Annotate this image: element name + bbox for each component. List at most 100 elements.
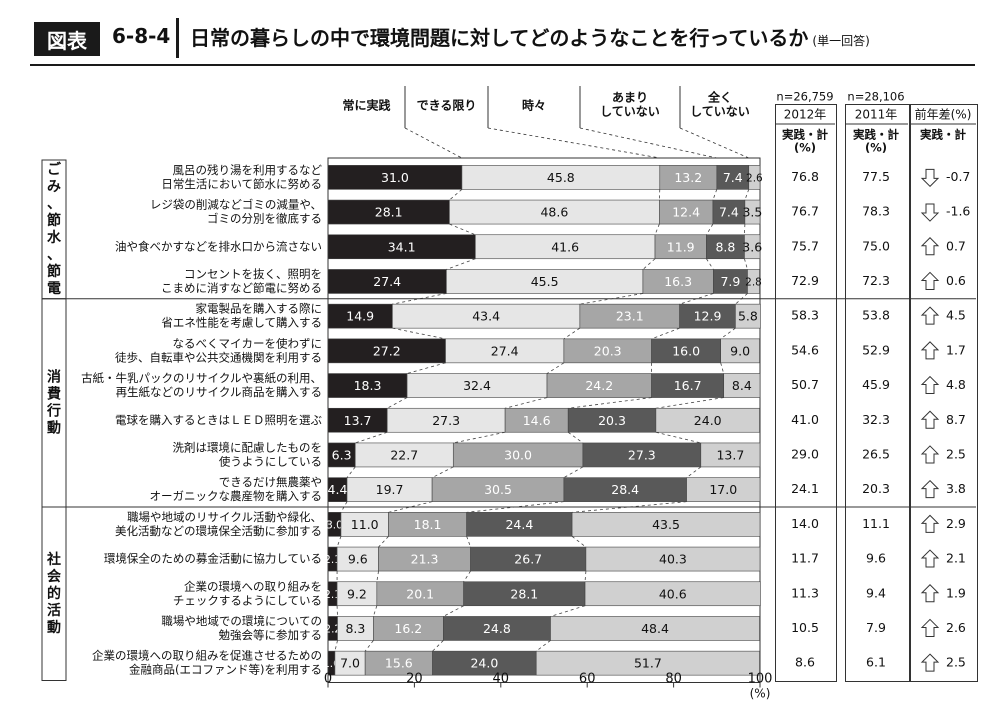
- group-label-char: 社: [46, 551, 61, 568]
- practice-2011-value: 9.6: [866, 551, 886, 566]
- bar-value-label: 17.0: [709, 482, 737, 497]
- category-label: 勉強会等に参加する: [219, 628, 323, 642]
- bar-value-label: 27.4: [491, 343, 519, 358]
- bar-value-label: 40.6: [659, 586, 687, 601]
- bar-segment: [744, 234, 761, 260]
- x-tick-label: 20: [406, 672, 423, 687]
- bar-value-label: 30.5: [484, 482, 512, 497]
- bar-connector-line: [567, 431, 584, 444]
- bar-connector-line: [572, 501, 687, 513]
- bar-value-label: 19.7: [376, 482, 404, 497]
- arrow-up-icon: [920, 237, 940, 256]
- figure-badge: 図表: [34, 22, 100, 56]
- bar-connector-line: [463, 570, 471, 582]
- bar-segment: [747, 269, 760, 294]
- arrow-up-icon: [920, 271, 940, 290]
- bar-value-label: 9.6: [348, 552, 368, 567]
- bar-value-label: 24.8: [483, 621, 511, 636]
- practice-2012-value: 54.6: [791, 342, 819, 357]
- bar-segment: [585, 546, 761, 572]
- bar-segment: [744, 199, 761, 225]
- x-axis-unit: (%): [750, 687, 771, 701]
- figure-title-note: (単一回答): [812, 34, 870, 48]
- bar-value-label: 7.0: [340, 656, 360, 671]
- arrow-up-icon: [920, 375, 940, 395]
- bar-segment: [337, 616, 374, 641]
- diff-value: 2.9: [946, 516, 966, 531]
- bar-segment: [655, 407, 760, 433]
- bar-connector-line: [584, 571, 587, 582]
- bar-connector-line: [466, 536, 471, 548]
- bar-value-label: 5.8: [738, 309, 758, 324]
- bar-value-label: 24.0: [694, 413, 722, 428]
- practice-2012-value: 14.0: [791, 516, 819, 531]
- x-tick-label: 100: [748, 672, 773, 687]
- bar-value-label: 31.0: [381, 170, 409, 185]
- bar-value-label: 20.3: [594, 343, 622, 358]
- legend-label: できる限り: [417, 98, 477, 113]
- practice-2011-value: 72.3: [862, 273, 890, 288]
- category-label: 油や食べかすなどを排水口から流さない: [115, 239, 322, 253]
- bar-value-label: 26.7: [514, 552, 542, 567]
- legend-label: していない: [690, 105, 750, 119]
- group-label-char: 節: [47, 212, 61, 229]
- group-label-char: 的: [47, 585, 61, 602]
- category-label: チェックするようにしている: [173, 593, 322, 607]
- bar-value-label: 11.0: [351, 517, 379, 532]
- bar-connector-line: [720, 327, 736, 340]
- bar-value-label: 20.1: [406, 586, 434, 601]
- bar-segment: [327, 234, 476, 260]
- bar-connector-line: [364, 640, 374, 652]
- category-label: 企業の環境への取り組みを促進させるための: [92, 649, 322, 663]
- bar-connector-line: [449, 223, 476, 236]
- bar-value-label: 18.1: [414, 517, 442, 532]
- bar-value-label: 21.3: [411, 552, 439, 567]
- bar-connector-line: [686, 466, 702, 478]
- stats-2011-box: [845, 104, 910, 682]
- category-label: 再生紙などのリサイクル商品を購入する: [116, 385, 322, 399]
- bar-segment: [327, 165, 463, 190]
- legend-guide-line: [487, 127, 660, 159]
- bar-value-label: 16.0: [672, 343, 700, 358]
- bar-segment: [354, 442, 454, 468]
- category-label: レジ袋の削減などゴミの減量や、: [150, 198, 322, 212]
- bar-connector-line: [453, 431, 506, 444]
- bar-connector-line: [654, 223, 660, 235]
- bar-connector-line: [432, 640, 444, 652]
- bar-connector-line: [535, 640, 551, 652]
- arrow-up-icon: [920, 584, 940, 603]
- bar-connector-line: [712, 189, 718, 201]
- x-tick-label: 60: [579, 672, 596, 687]
- bar-segment: [346, 477, 433, 502]
- bar-value-label: 14.9: [346, 309, 374, 324]
- bar-segment: [327, 199, 450, 225]
- bar-segment: [706, 234, 745, 260]
- group-label-box: [41, 159, 67, 300]
- diff-value: 2.1: [946, 551, 966, 566]
- bar-segment: [475, 234, 656, 260]
- group-label-char: 活: [47, 602, 61, 619]
- practice-2011-value: 7.9: [866, 620, 886, 635]
- category-label: 省エネ性能を考慮して購入する: [161, 316, 322, 330]
- bar-segment: [406, 373, 548, 398]
- bar-value-label: 45.5: [531, 274, 559, 289]
- title-rule: [30, 64, 975, 66]
- bar-connector-line: [336, 536, 342, 548]
- bar-segment: [584, 581, 761, 607]
- diff-value: 1.9: [946, 585, 966, 600]
- figure-title: 日常の暮らしの中で環境問題に対してどのようなことを行っているか (単一回答): [190, 22, 870, 51]
- practice-2011-value: 9.4: [866, 585, 886, 600]
- bar-connector-line: [386, 397, 408, 409]
- bar-connector-line: [392, 327, 446, 340]
- category-label: 職場や地域での環境についての: [161, 614, 322, 628]
- bar-connector-line: [431, 466, 454, 479]
- col-diff-sub: 実践・計: [920, 128, 966, 142]
- bar-segment: [446, 269, 644, 294]
- group-label-char: 、: [47, 247, 61, 263]
- group-label-char: 、: [47, 196, 61, 212]
- bar-segment: [327, 407, 388, 433]
- practice-2011-value: 78.3: [862, 204, 890, 219]
- bar-value-label: 15.6: [385, 656, 413, 671]
- arrow-up-icon: [920, 410, 940, 429]
- bar-segment: [373, 616, 444, 641]
